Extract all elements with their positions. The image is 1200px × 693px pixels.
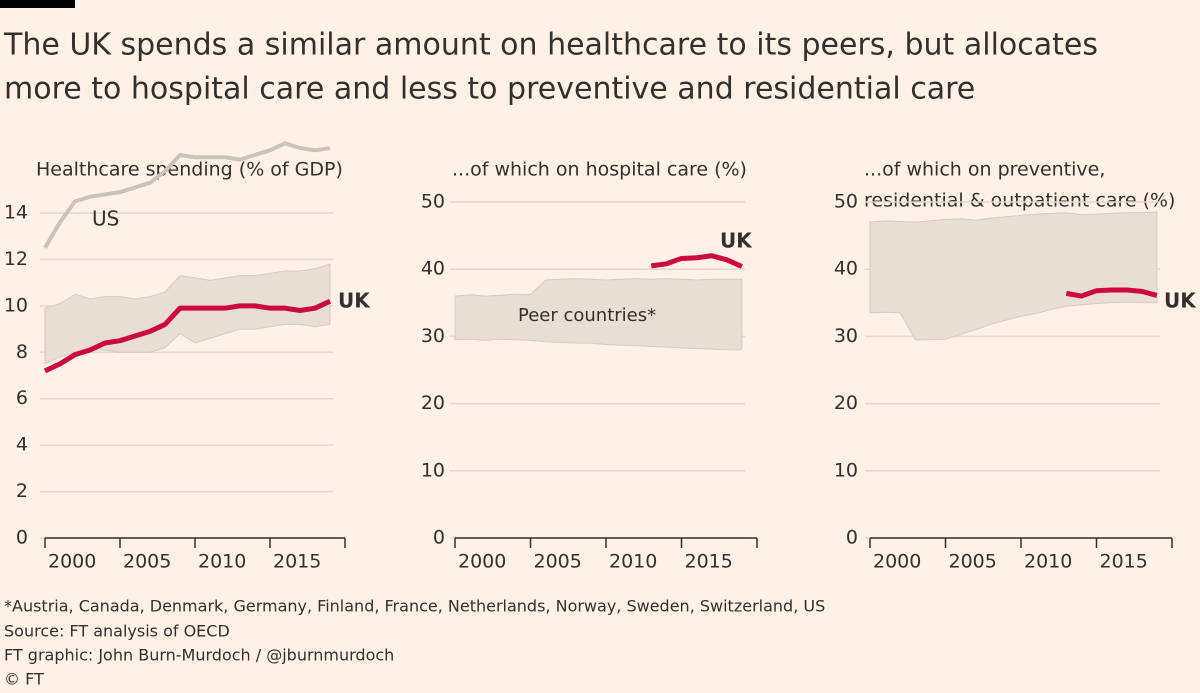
series-line xyxy=(1065,287,1158,299)
y-tick-label: 30 xyxy=(421,325,445,347)
y-tick-label: 30 xyxy=(834,325,858,347)
y-tick-label: 12 xyxy=(4,248,28,270)
panel-title: Healthcare spending (% of GDP) xyxy=(36,159,343,181)
headline: more to hospital care and less to preven… xyxy=(4,72,975,107)
y-tick-label: 6 xyxy=(16,387,28,409)
y-tick-label: 50 xyxy=(834,191,858,213)
x-tick-label: 2005 xyxy=(949,551,997,573)
x-tick-label: 2010 xyxy=(609,551,657,573)
series-label: UK xyxy=(338,289,371,313)
x-tick-label: 2000 xyxy=(48,551,96,573)
y-tick-label: 4 xyxy=(16,434,28,456)
y-tick-label: 10 xyxy=(421,459,445,481)
x-tick-label: 2015 xyxy=(685,551,733,573)
headline: The UK spends a similar amount on health… xyxy=(3,28,1098,63)
source: Source: FT analysis of OECD xyxy=(4,622,230,641)
y-tick-label: 40 xyxy=(834,258,858,280)
x-tick-label: 2005 xyxy=(123,551,171,573)
y-tick-label: 0 xyxy=(846,527,858,549)
ft-bar xyxy=(0,0,75,8)
x-tick-label: 2015 xyxy=(1100,551,1148,573)
y-tick-label: 8 xyxy=(16,341,28,363)
x-tick-label: 2000 xyxy=(873,551,921,573)
y-tick-label: 14 xyxy=(4,202,28,224)
y-tick-label: 50 xyxy=(421,191,445,213)
x-tick-label: 2000 xyxy=(458,551,506,573)
x-tick-label: 2015 xyxy=(273,551,321,573)
series-line xyxy=(43,141,331,249)
y-tick-label: 40 xyxy=(421,258,445,280)
y-tick-label: 10 xyxy=(4,294,28,316)
credit: FT graphic: John Burn-Murdoch / @jburnmu… xyxy=(4,646,394,665)
y-tick-label: 20 xyxy=(421,392,445,414)
y-tick-label: 2 xyxy=(16,480,28,502)
label-bg xyxy=(514,304,676,328)
footnote: *Austria, Canada, Denmark, Germany, Finl… xyxy=(4,597,825,616)
series-label: US xyxy=(92,207,119,231)
copyright: © FT xyxy=(4,670,44,689)
panel-title: residential & outpatient care (%) xyxy=(864,190,1175,212)
series-label: UK xyxy=(720,229,753,253)
series-label: UK xyxy=(1164,289,1197,313)
x-tick-label: 2010 xyxy=(198,551,246,573)
y-tick-label: 0 xyxy=(16,527,28,549)
y-tick-label: 20 xyxy=(834,392,858,414)
y-tick-label: 0 xyxy=(433,527,445,549)
peer-range xyxy=(869,211,1158,341)
x-tick-label: 2005 xyxy=(534,551,582,573)
x-tick-label: 2010 xyxy=(1024,551,1072,573)
panel-title: ...of which on hospital care (%) xyxy=(452,159,747,181)
band-label: Peer countries* xyxy=(518,305,656,326)
panel-title: ...of which on preventive, xyxy=(864,159,1105,181)
series-line xyxy=(43,298,332,374)
series-line xyxy=(650,253,743,269)
y-tick-label: 10 xyxy=(834,459,858,481)
